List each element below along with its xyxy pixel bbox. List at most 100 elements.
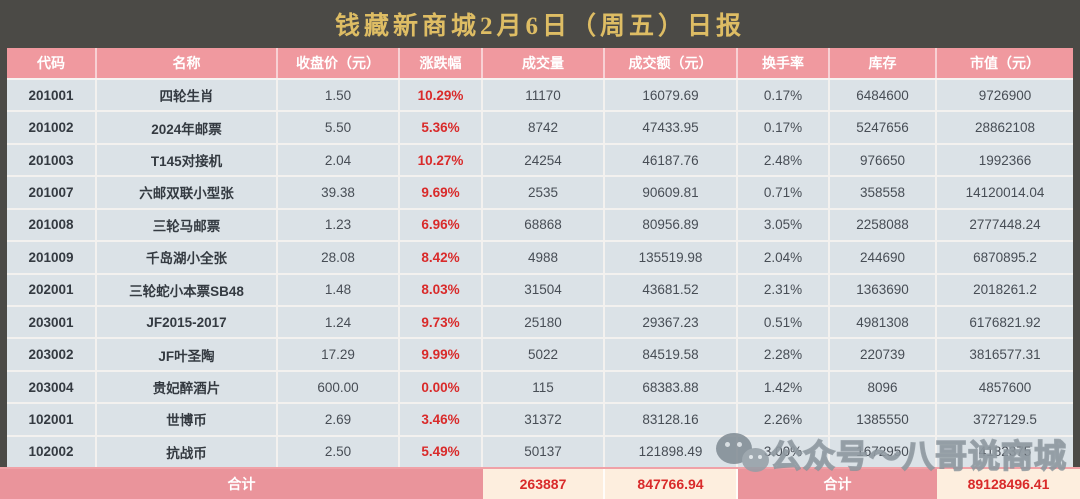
cell-amount: 46187.76 — [605, 144, 738, 176]
cell-change-pct: 3.46% — [400, 404, 483, 435]
totals-volume: 263887 — [483, 469, 605, 499]
cell-turnover-rate: 1.42% — [738, 371, 830, 403]
cell-volume: 5022 — [483, 339, 605, 370]
cell-code: 201008 — [7, 209, 97, 241]
table-row: 201001 四轮生肖 1.50 10.29% 11170 16079.69 0.17% 64… — [7, 80, 1073, 113]
cell-change-pct: 10.29% — [400, 80, 483, 111]
table-row: 102001 世博币 2.69 3.46% 31372 83128.16 2.26% 1385… — [7, 404, 1073, 437]
cell-code: 201007 — [7, 177, 97, 208]
cell-inventory: 244690 — [830, 242, 937, 273]
cell-inventory: 220739 — [830, 339, 937, 370]
table-row: 201009 千岛湖小全张 28.08 8.42% 4988 135519.98 2.04%… — [7, 242, 1073, 275]
table-row: 202001 三轮蛇小本票SB48 1.48 8.03% 31504 43681.52 2.… — [7, 274, 1073, 307]
cell-code: 203001 — [7, 306, 97, 338]
cell-volume: 24254 — [483, 144, 605, 176]
cell-turnover-rate: 2.04% — [738, 242, 830, 273]
cell-code: 202001 — [7, 274, 97, 305]
cell-close-price: 600.00 — [278, 371, 400, 403]
table-row: 201008 三轮马邮票 1.23 6.96% 68868 80956.89 3.05% 22… — [7, 209, 1073, 243]
totals-amount: 847766.94 — [605, 469, 738, 499]
cell-inventory: 6484600 — [830, 80, 937, 111]
cell-name: 三轮蛇小本票SB48 — [97, 274, 278, 305]
cell-volume: 31504 — [483, 274, 605, 305]
table-row: 201007 六邮双联小型张 39.38 9.69% 2535 90609.81 0.71%… — [7, 177, 1073, 210]
cell-change-pct: 9.69% — [400, 177, 483, 208]
cell-change-pct: 9.73% — [400, 306, 483, 338]
cell-turnover-rate: 3.00% — [738, 436, 830, 468]
cell-amount: 47433.95 — [605, 112, 738, 143]
cell-name: 三轮马邮票 — [97, 209, 278, 241]
cell-turnover-rate: 2.28% — [738, 339, 830, 370]
cell-change-pct: 5.36% — [400, 112, 483, 143]
cell-close-price: 1.24 — [278, 306, 400, 338]
cell-change-pct: 6.96% — [400, 209, 483, 241]
report-table: 代码 名称 收盘价（元） 涨跌幅 成交量 成交额（元） 换手率 库存 市值（元） 201001 四… — [7, 48, 1073, 468]
cell-close-price: 39.38 — [278, 177, 400, 208]
cell-close-price: 17.29 — [278, 339, 400, 370]
header-row: 代码 名称 收盘价（元） 涨跌幅 成交量 成交额（元） 换手率 库存 市值（元） — [7, 48, 1073, 80]
table-row: 203002 JF叶圣陶 17.29 9.99% 5022 84519.58 2.28% 22… — [7, 339, 1073, 372]
table-row: 201003 T145对接机 2.04 10.27% 24254 46187.76 2.48… — [7, 144, 1073, 178]
header-turnover-rate: 换手率 — [738, 48, 830, 78]
header-name: 名称 — [97, 48, 278, 78]
table-row: 102002 抗战币 2.50 5.49% 50137 121898.49 3.00% 167… — [7, 436, 1073, 468]
cell-change-pct: 9.99% — [400, 339, 483, 370]
cell-volume: 8742 — [483, 112, 605, 143]
cell-amount: 83128.16 — [605, 404, 738, 435]
cell-volume: 68868 — [483, 209, 605, 241]
cell-close-price: 2.04 — [278, 144, 400, 176]
cell-inventory: 4981308 — [830, 306, 937, 338]
cell-name: 2024年邮票 — [97, 112, 278, 143]
cell-amount: 43681.52 — [605, 274, 738, 305]
header-market-value: 市值（元） — [970, 55, 1040, 71]
cell-inventory: 976650 — [830, 144, 937, 176]
table-body: 201001 四轮生肖 1.50 10.29% 11170 16079.69 0.17% 64… — [7, 80, 1073, 468]
cell-code: 201003 — [7, 144, 97, 176]
header-code: 代码 — [7, 48, 97, 78]
cell-turnover-rate: 2.26% — [738, 404, 830, 435]
cell-close-price: 1.23 — [278, 209, 400, 241]
cell-turnover-rate: 0.17% — [738, 80, 830, 111]
cell-code: 203002 — [7, 339, 97, 370]
cell-market-value: 6870895.2 — [973, 249, 1037, 265]
cell-code: 201001 — [7, 80, 97, 111]
cell-market-value: 4182375 — [978, 444, 1032, 460]
cell-change-pct: 0.00% — [400, 371, 483, 403]
cell-amount: 135519.98 — [605, 242, 738, 273]
cell-amount: 80956.89 — [605, 209, 738, 241]
cell-volume: 50137 — [483, 436, 605, 468]
header-amount: 成交额（元） — [605, 48, 738, 78]
cell-code: 203004 — [7, 371, 97, 403]
title-bar: 钱藏新商城2月6日（周五）日报 — [0, 0, 1080, 48]
cell-amount: 90609.81 — [605, 177, 738, 208]
cell-amount: 68383.88 — [605, 371, 738, 403]
cell-amount: 29367.23 — [605, 306, 738, 338]
cell-market-value: 2777448.24 — [969, 217, 1041, 233]
cell-inventory: 1363690 — [830, 274, 937, 305]
header-close-price: 收盘价（元） — [278, 48, 400, 78]
cell-close-price: 2.69 — [278, 404, 400, 435]
cell-amount: 84519.58 — [605, 339, 738, 370]
header-inventory: 库存 — [830, 48, 937, 78]
cell-market-value: 1992366 — [978, 152, 1032, 168]
cell-amount: 16079.69 — [605, 80, 738, 111]
header-change-pct: 涨跌幅 — [400, 48, 483, 78]
cell-volume: 2535 — [483, 177, 605, 208]
cell-turnover-rate: 2.31% — [738, 274, 830, 305]
cell-turnover-rate: 0.51% — [738, 306, 830, 338]
cell-name: 四轮生肖 — [97, 80, 278, 111]
cell-code: 201009 — [7, 242, 97, 273]
totals-row: 合计 263887 847766.94 合计 89128496.41 — [0, 467, 1080, 499]
cell-volume: 11170 — [483, 80, 605, 111]
cell-change-pct: 5.49% — [400, 436, 483, 468]
cell-market-value: 4857600 — [978, 379, 1032, 395]
cell-inventory: 8096 — [830, 371, 937, 403]
cell-volume: 4988 — [483, 242, 605, 273]
cell-change-pct: 8.42% — [400, 242, 483, 273]
cell-turnover-rate: 0.71% — [738, 177, 830, 208]
cell-market-value: 9726900 — [978, 87, 1032, 103]
totals-label-left: 合计 — [0, 469, 483, 499]
table-row: 201002 2024年邮票 5.50 5.36% 8742 47433.95 0.17% 5… — [7, 112, 1073, 145]
cell-close-price: 1.50 — [278, 80, 400, 111]
